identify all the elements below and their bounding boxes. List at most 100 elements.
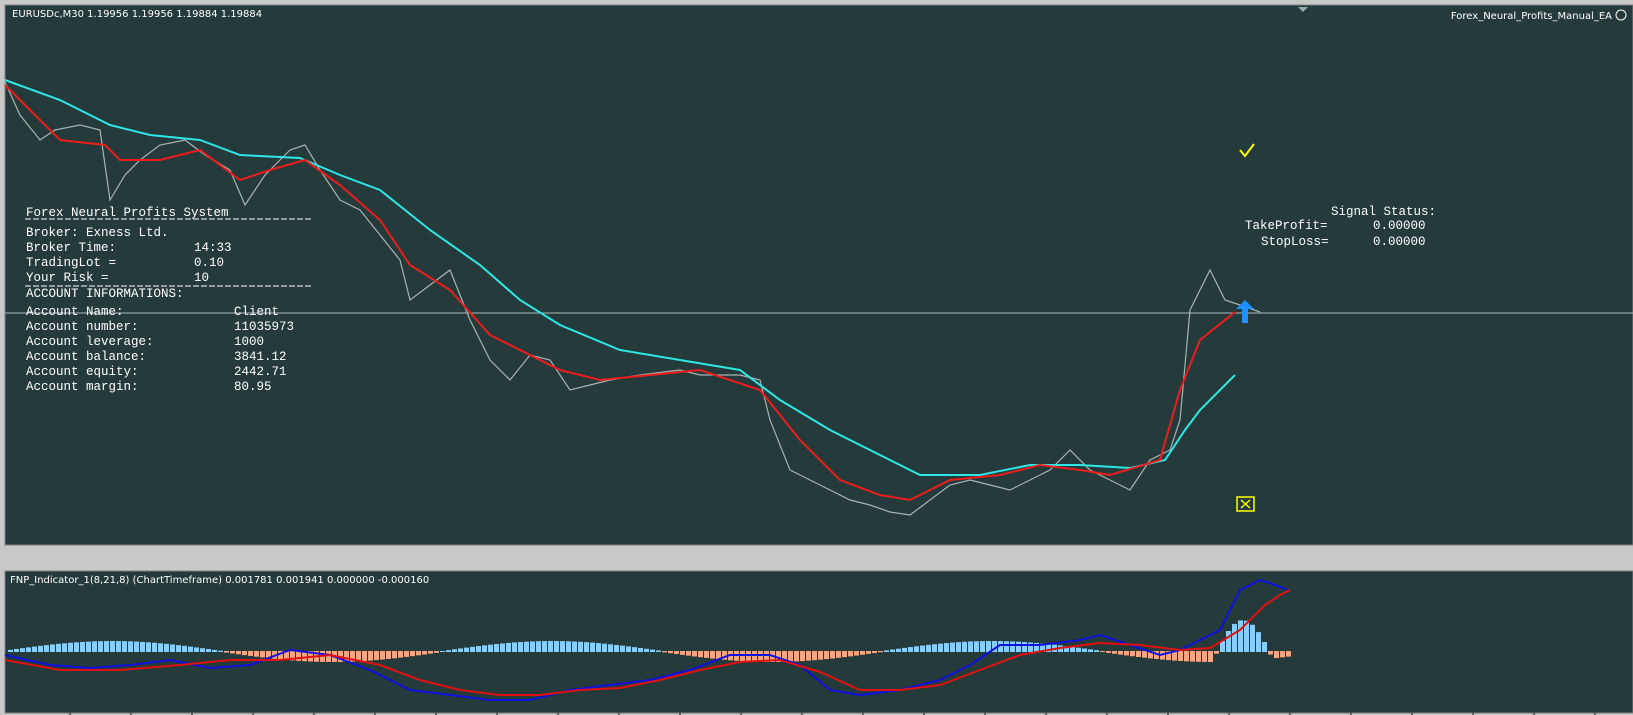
setting-value: 10: [194, 271, 209, 285]
histogram-bar: [920, 645, 925, 652]
main-line: [4, 589, 1291, 696]
histogram-bar: [260, 651, 265, 658]
histogram-bar: [1214, 651, 1219, 654]
histogram-bar: [344, 651, 349, 662]
main-pane: [4, 4, 1633, 546]
histogram-bar: [266, 651, 271, 659]
histogram-bar: [146, 642, 151, 652]
histogram-bar: [1106, 651, 1111, 653]
histogram-bar: [1094, 650, 1099, 652]
histogram-bar: [206, 649, 211, 652]
histogram-bar: [92, 641, 97, 652]
histogram-bar: [1172, 651, 1177, 661]
close-icon: [1236, 496, 1255, 512]
account-label: Account leverage:: [26, 335, 154, 349]
tp-label: TakeProfit=: [1245, 219, 1328, 233]
histogram-bar: [62, 643, 67, 652]
histogram-bar: [362, 651, 367, 661]
histogram-bar: [680, 651, 685, 655]
histogram-bar: [740, 651, 745, 662]
histogram-bar: [452, 649, 457, 652]
histogram-bar: [806, 651, 811, 661]
histogram-bar: [704, 651, 709, 658]
histogram-bar: [368, 651, 373, 661]
histogram-bar: [566, 641, 571, 652]
histogram-bar: [656, 650, 661, 652]
histogram-bar: [1196, 651, 1201, 662]
histogram-bar: [164, 643, 169, 652]
histogram-bar: [506, 642, 511, 652]
histogram-bar: [1286, 651, 1291, 657]
check-icon: [1239, 143, 1255, 158]
histogram-bar: [488, 644, 493, 652]
histogram-bar: [650, 649, 655, 652]
histogram-bar: [20, 648, 25, 652]
histogram-bar: [152, 642, 157, 652]
panel-title: Forex Neural Profits System: [26, 206, 229, 220]
histogram-bar: [224, 651, 229, 653]
histogram-bar: [464, 647, 469, 652]
histogram-bar: [284, 651, 289, 660]
histogram-bar: [752, 651, 757, 662]
histogram-bar: [698, 651, 703, 658]
histogram-bar: [686, 651, 691, 656]
histogram-bar: [950, 642, 955, 652]
histogram-bar: [668, 651, 673, 654]
histogram-bar: [242, 651, 247, 656]
histogram-bar: [1076, 647, 1081, 652]
histogram-bar: [626, 646, 631, 652]
setting-label: Broker Time:: [26, 241, 116, 255]
histogram-bar: [392, 651, 397, 659]
histogram-bar: [878, 651, 883, 653]
histogram-bar: [1208, 651, 1213, 662]
histogram-bar: [446, 650, 451, 652]
histogram-bar: [758, 651, 763, 662]
histogram-bar: [1118, 651, 1123, 655]
histogram-bar: [788, 651, 793, 662]
histogram-bar: [434, 651, 439, 653]
fast-ma: [4, 84, 1236, 502]
histogram-bar: [14, 649, 19, 652]
histogram-bar: [1124, 651, 1129, 656]
histogram-bar: [26, 647, 31, 652]
histogram-bar: [140, 641, 145, 652]
histogram-bar: [902, 647, 907, 652]
histogram-bar: [938, 643, 943, 652]
account-value: 3841.12: [234, 350, 287, 364]
histogram-bar: [872, 651, 877, 654]
histogram-bar: [1244, 620, 1249, 652]
histogram-bar: [398, 651, 403, 658]
histogram-bar: [218, 650, 223, 652]
account-value: Client: [234, 305, 279, 319]
histogram-bar: [176, 645, 181, 652]
histogram-bar: [980, 641, 985, 652]
histogram-bar: [746, 651, 751, 662]
histogram-bar: [326, 651, 331, 662]
histogram-bar: [1136, 651, 1141, 657]
expert-label: Forex_Neural_Profits_Manual_EA: [1451, 11, 1612, 22]
signal-title: Signal Status:: [1331, 205, 1436, 219]
section: ACCOUNT INFORMATIONS:: [26, 287, 184, 301]
histogram-bar: [716, 651, 721, 660]
histogram-bar: [1184, 651, 1189, 662]
histogram-bar: [584, 642, 589, 652]
indicator-pane: [4, 570, 1633, 714]
histogram-bar: [638, 647, 643, 652]
histogram-bar: [44, 645, 49, 652]
histogram-bar: [1034, 642, 1039, 652]
histogram-bar: [530, 641, 535, 652]
buy-arrow: [1236, 300, 1254, 323]
account-label: Account Name:: [26, 305, 124, 319]
histogram-bar: [104, 641, 109, 652]
histogram-bar: [1070, 646, 1075, 652]
histogram-bar: [1154, 651, 1159, 660]
setting-label: TradingLot =: [26, 256, 116, 270]
expert-icon: [1615, 9, 1627, 21]
histogram-bar: [494, 644, 499, 652]
histogram-bar: [350, 651, 355, 662]
histogram-bar: [986, 641, 991, 652]
histogram-bar: [548, 641, 553, 652]
histogram-bar: [1238, 620, 1243, 652]
histogram-bar: [128, 641, 133, 652]
histogram-bar: [188, 646, 193, 652]
